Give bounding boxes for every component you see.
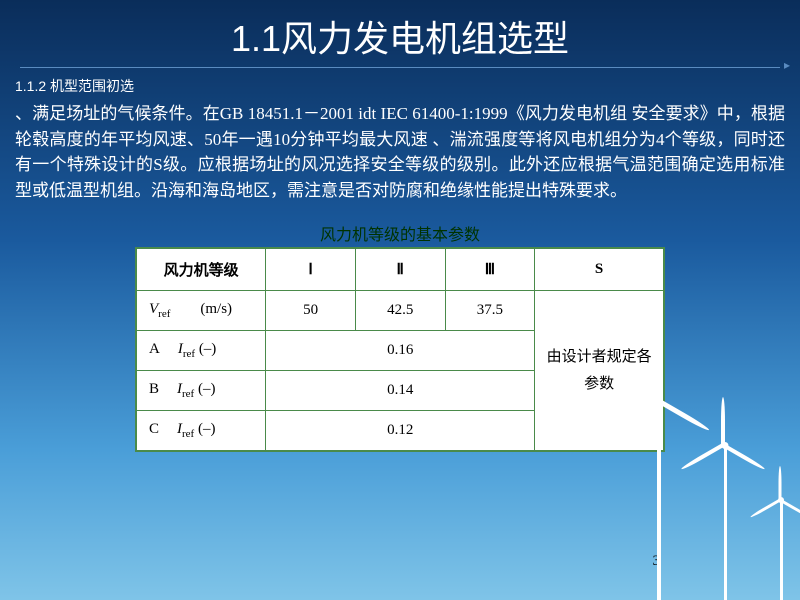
table-caption: 风力机等级的基本参数 (0, 221, 800, 245)
wind-turbine-icon (653, 400, 665, 600)
col-header: S (535, 248, 664, 291)
s-note-cell: 由设计者规定各参数 (535, 291, 664, 452)
col-header: 风力机等级 (136, 248, 266, 291)
col-header: Ⅱ (355, 248, 445, 291)
cell: 0.12 (266, 411, 535, 452)
row-label: CIref (–) (136, 411, 266, 452)
row-label: BIref (–) (136, 371, 266, 411)
col-header: Ⅰ (266, 248, 356, 291)
title-underline (20, 67, 780, 68)
row-label: Vref(m/s) (136, 291, 266, 331)
cell: 0.16 (266, 331, 535, 371)
row-label: AIref (–) (136, 331, 266, 371)
parameters-table: 风力机等级 Ⅰ Ⅱ Ⅲ S Vref(m/s) 50 42.5 37.5 由设计… (135, 247, 665, 452)
body-paragraph: 、满足场址的气候条件。在GB 18451.1－2001 idt IEC 6140… (15, 101, 785, 203)
cell: 42.5 (355, 291, 445, 331)
cell: 0.14 (266, 371, 535, 411)
col-header: Ⅲ (445, 248, 535, 291)
wind-turbine-icon (777, 500, 785, 600)
cell: 50 (266, 291, 356, 331)
wind-turbine-icon (720, 445, 730, 600)
section-subtitle: 1.1.2 机型范围初选 (15, 76, 800, 96)
table-row: Vref(m/s) 50 42.5 37.5 由设计者规定各参数 (136, 291, 664, 331)
cell: 37.5 (445, 291, 535, 331)
slide-title: 1.1风力发电机组选型 (0, 0, 800, 62)
table-header-row: 风力机等级 Ⅰ Ⅱ Ⅲ S (136, 248, 664, 291)
arrow-icon: ▸ (784, 58, 790, 73)
